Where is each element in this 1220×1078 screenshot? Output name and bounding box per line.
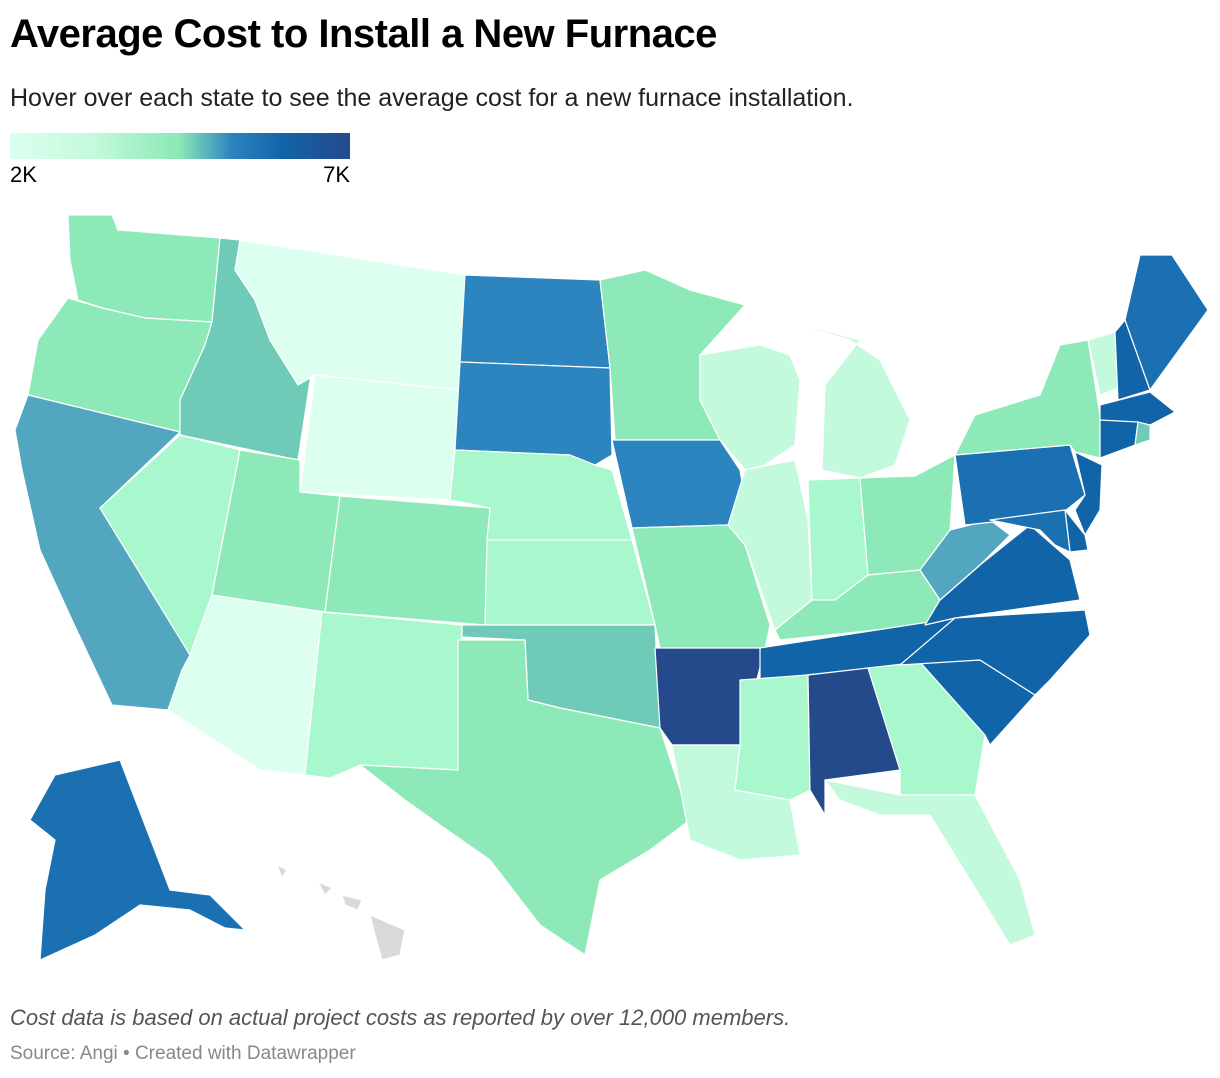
state-nd[interactable]	[459, 274, 611, 369]
state-ri[interactable]	[1134, 421, 1151, 446]
state-tx[interactable]	[359, 639, 691, 956]
legend-labels: 2K 7K	[10, 159, 350, 187]
map-source: Source: Angi • Created with Datawrapper	[10, 1043, 356, 1064]
map-title: Average Cost to Install a New Furnace	[10, 12, 717, 56]
state-sd[interactable]	[454, 361, 613, 466]
us-states-map	[14, 214, 1209, 961]
state-ia[interactable]	[611, 439, 746, 529]
state-hi[interactable]	[276, 864, 406, 961]
state-mi[interactable]	[764, 314, 911, 479]
color-legend: 2K 7K	[10, 133, 350, 187]
state-wy[interactable]	[299, 374, 461, 501]
state-md[interactable]	[989, 509, 1071, 553]
state-co[interactable]	[324, 495, 491, 626]
state-wi[interactable]	[699, 344, 801, 471]
state-fl[interactable]	[824, 779, 1036, 946]
state-ny[interactable]	[954, 339, 1101, 459]
state-wv[interactable]	[919, 519, 1011, 601]
state-me[interactable]	[1124, 254, 1209, 391]
state-nc[interactable]	[899, 609, 1091, 696]
state-ms[interactable]	[734, 674, 811, 801]
state-ct[interactable]	[1099, 419, 1139, 459]
map-subtitle: Hover over each state to see the average…	[10, 84, 854, 112]
legend-max-label: 7K	[323, 162, 350, 187]
map-notes: Cost data is based on actual project cos…	[10, 1005, 791, 1030]
state-ma[interactable]	[1099, 391, 1176, 426]
state-nm[interactable]	[304, 611, 463, 779]
state-ks[interactable]	[484, 539, 656, 626]
state-ak[interactable]	[29, 759, 246, 961]
legend-min-label: 2K	[10, 162, 37, 187]
legend-gradient-bar	[10, 133, 350, 159]
